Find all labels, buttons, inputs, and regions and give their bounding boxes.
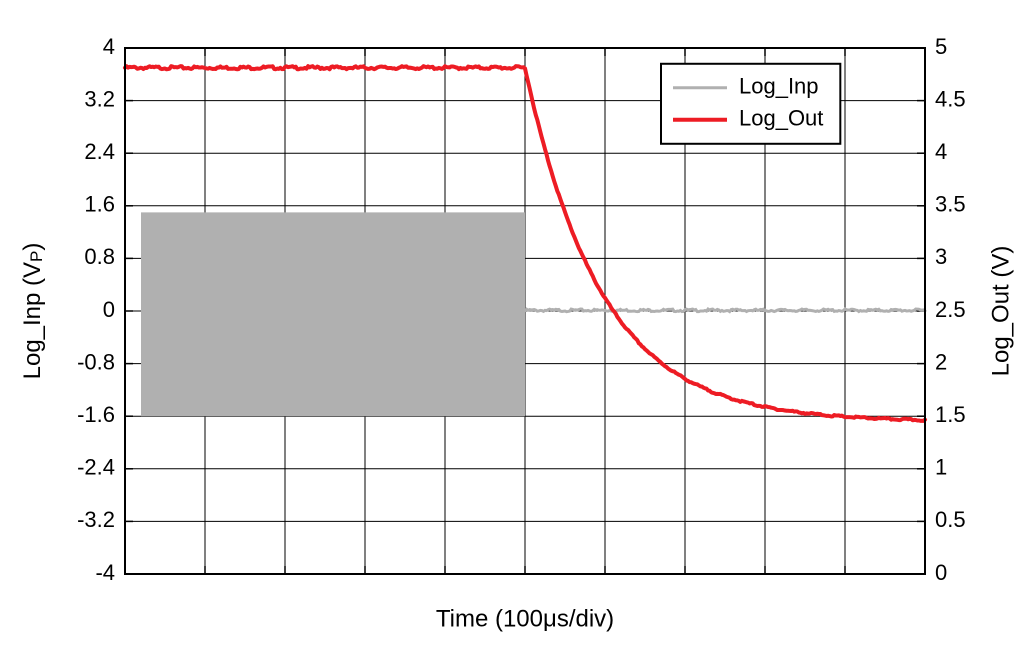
svg-text:-2.4: -2.4 [77,455,115,480]
legend: Log_Inp Log_Out [661,64,840,144]
xaxis-label: Time (100μs/div) [436,605,614,632]
svg-text:2.5: 2.5 [935,297,966,322]
svg-text:Log_Inp (VP): Log_Inp (VP) [19,243,46,380]
svg-text:-4: -4 [95,560,115,585]
svg-text:2: 2 [935,349,947,374]
svg-text:4: 4 [103,34,115,59]
svg-text:3: 3 [935,244,947,269]
yaxis-left-ticks: -4 -3.2 -2.4 -1.6 -0.8 0 0.8 1.6 2.4 3.2 4 [77,34,115,585]
svg-text:4: 4 [935,139,947,164]
svg-text:Log_Out (V): Log_Out (V) [987,246,1014,377]
svg-text:3.2: 3.2 [84,86,115,111]
svg-text:1.6: 1.6 [84,192,115,217]
svg-text:2.4: 2.4 [84,139,115,164]
yaxis-left-label: Log_Inp (VP) [19,243,46,380]
svg-text:1.5: 1.5 [935,402,966,427]
svg-text:0: 0 [935,560,947,585]
svg-text:5: 5 [935,34,947,59]
svg-text:-1.6: -1.6 [77,402,115,427]
svg-text:-0.8: -0.8 [77,349,115,374]
series-log-inp-block [141,212,525,416]
yaxis-right-ticks: 0 0.5 1 1.5 2 2.5 3 3.5 4 4.5 5 [935,34,966,585]
svg-text:0.5: 0.5 [935,507,966,532]
legend-label: Log_Inp [739,74,819,99]
legend-label: Log_Out [739,106,823,131]
svg-text:0.8: 0.8 [84,244,115,269]
svg-text:-3.2: -3.2 [77,507,115,532]
svg-text:4.5: 4.5 [935,86,966,111]
svg-text:1: 1 [935,455,947,480]
yaxis-right-label: Log_Out (V) [987,246,1014,377]
svg-text:0: 0 [103,297,115,322]
svg-text:3.5: 3.5 [935,192,966,217]
